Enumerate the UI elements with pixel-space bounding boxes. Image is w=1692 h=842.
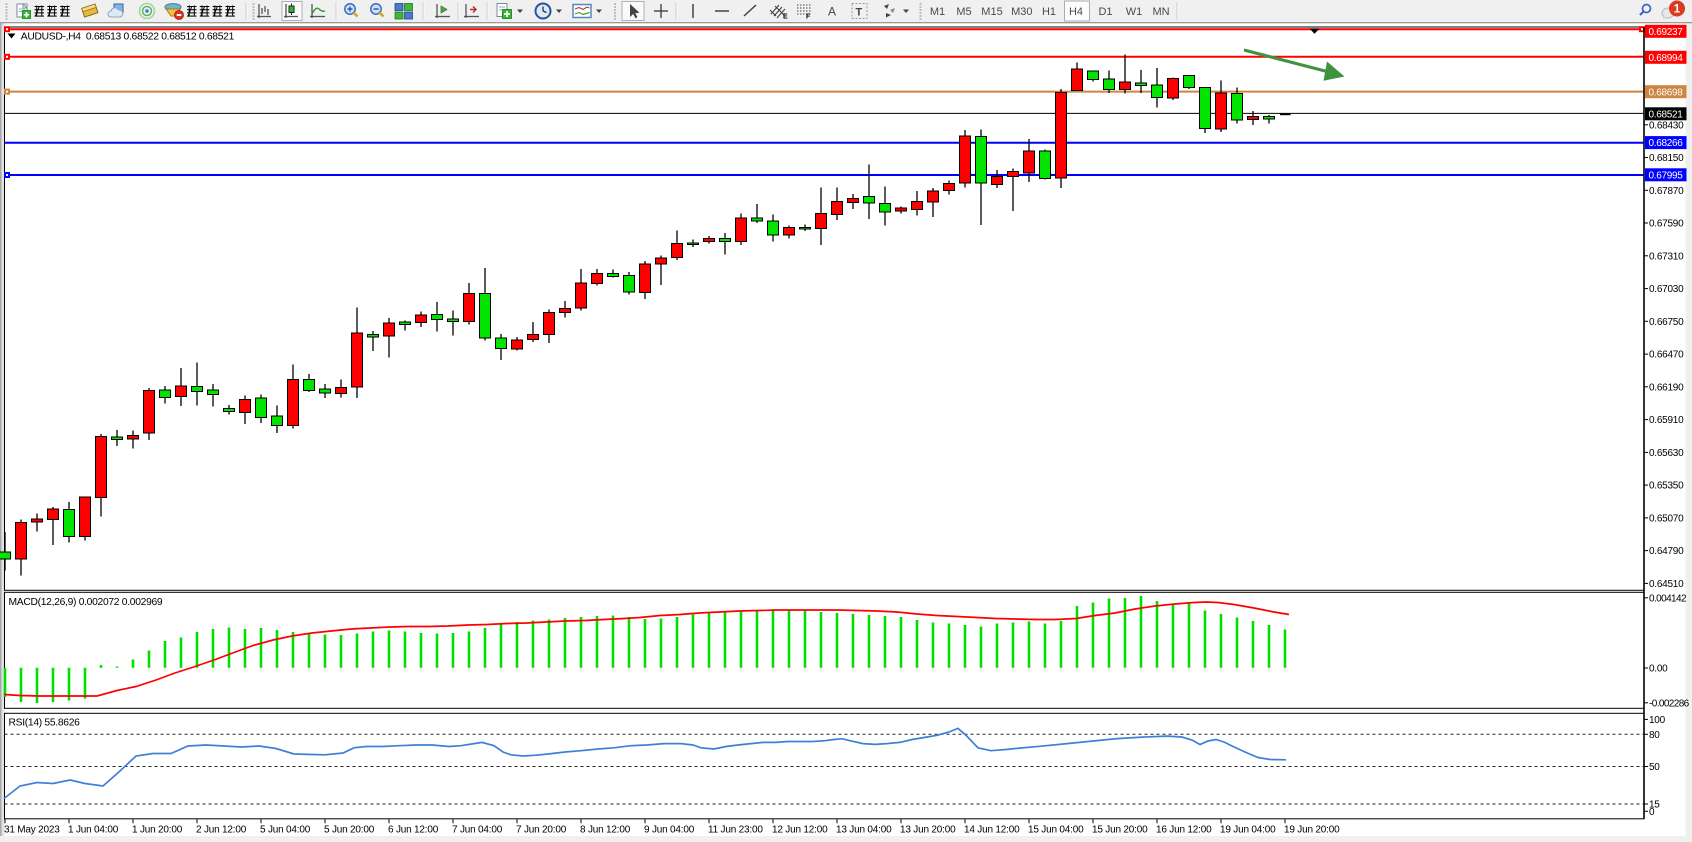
svg-text:31 May 2023: 31 May 2023 bbox=[4, 825, 60, 836]
svg-text:W1: W1 bbox=[1126, 6, 1143, 18]
svg-text:5 Jun 20:00: 5 Jun 20:00 bbox=[324, 825, 375, 836]
svg-text:15: 15 bbox=[1649, 800, 1660, 811]
svg-text:A: A bbox=[828, 5, 836, 19]
svg-text:50: 50 bbox=[1649, 762, 1660, 773]
svg-text:0.67590: 0.67590 bbox=[1649, 219, 1684, 230]
svg-text:7 Jun 20:00: 7 Jun 20:00 bbox=[516, 825, 567, 836]
svg-text:0.68698: 0.68698 bbox=[1649, 87, 1684, 98]
svg-text:80: 80 bbox=[1649, 730, 1660, 741]
svg-text:0.68430: 0.68430 bbox=[1649, 120, 1684, 131]
svg-text:0.67030: 0.67030 bbox=[1649, 284, 1684, 295]
svg-text:0.67870: 0.67870 bbox=[1649, 186, 1684, 197]
svg-text:1 Jun 04:00: 1 Jun 04:00 bbox=[68, 825, 119, 836]
svg-text:0.68521: 0.68521 bbox=[1649, 109, 1684, 120]
svg-text:0: 0 bbox=[1649, 807, 1655, 818]
svg-text:M5: M5 bbox=[956, 6, 971, 18]
svg-text:-0.002286: -0.002286 bbox=[1649, 698, 1690, 709]
svg-text:M15: M15 bbox=[981, 6, 1002, 18]
svg-text:0.68150: 0.68150 bbox=[1649, 153, 1684, 164]
svg-text:0.64790: 0.64790 bbox=[1649, 546, 1684, 557]
svg-text:0.66750: 0.66750 bbox=[1649, 317, 1684, 328]
svg-text:0.65350: 0.65350 bbox=[1649, 481, 1684, 492]
svg-text:T: T bbox=[856, 7, 863, 19]
svg-text:11 Jun 23:00: 11 Jun 23:00 bbox=[708, 825, 763, 836]
svg-text:0.68994: 0.68994 bbox=[1649, 53, 1684, 64]
svg-text:14 Jun 12:00: 14 Jun 12:00 bbox=[964, 825, 1020, 836]
svg-text:7 Jun 04:00: 7 Jun 04:00 bbox=[452, 825, 503, 836]
svg-text:13 Jun 20:00: 13 Jun 20:00 bbox=[900, 825, 956, 836]
svg-text:F: F bbox=[806, 14, 811, 21]
svg-text:0.64510: 0.64510 bbox=[1649, 579, 1684, 590]
svg-text:6 Jun 12:00: 6 Jun 12:00 bbox=[388, 825, 439, 836]
svg-text:2 Jun 12:00: 2 Jun 12:00 bbox=[196, 825, 247, 836]
svg-text:0.67995: 0.67995 bbox=[1649, 170, 1684, 181]
svg-text:12 Jun 12:00: 12 Jun 12:00 bbox=[772, 825, 828, 836]
svg-text:H4: H4 bbox=[1069, 6, 1083, 18]
svg-text:MN: MN bbox=[1152, 6, 1169, 18]
svg-text:0.67310: 0.67310 bbox=[1649, 251, 1684, 262]
svg-text:13 Jun 04:00: 13 Jun 04:00 bbox=[836, 825, 892, 836]
svg-text:RSI(14) 55.8626: RSI(14) 55.8626 bbox=[9, 717, 81, 728]
svg-text:MACD(12,26,9) 0.002072 0.00296: MACD(12,26,9) 0.002072 0.002969 bbox=[9, 597, 163, 608]
svg-text:1 Jun 20:00: 1 Jun 20:00 bbox=[132, 825, 183, 836]
svg-text:M30: M30 bbox=[1011, 6, 1032, 18]
svg-text:16 Jun 12:00: 16 Jun 12:00 bbox=[1156, 825, 1212, 836]
svg-text:AUDUSD-,H4 0.68513 0.68522 0.: AUDUSD-,H4 0.68513 0.68522 0.68512 0.685… bbox=[21, 32, 235, 43]
svg-text:0.68266: 0.68266 bbox=[1649, 138, 1684, 149]
svg-text:8 Jun 12:00: 8 Jun 12:00 bbox=[580, 825, 631, 836]
svg-text:0.65070: 0.65070 bbox=[1649, 514, 1684, 525]
svg-text:0.004142: 0.004142 bbox=[1649, 593, 1687, 604]
svg-text:0.69237: 0.69237 bbox=[1649, 27, 1684, 38]
svg-text:100: 100 bbox=[1649, 715, 1666, 726]
svg-text:1: 1 bbox=[1674, 4, 1681, 16]
svg-text:0.66470: 0.66470 bbox=[1649, 350, 1684, 361]
svg-text:0.66190: 0.66190 bbox=[1649, 382, 1684, 393]
svg-text:15 Jun 20:00: 15 Jun 20:00 bbox=[1092, 825, 1148, 836]
svg-text:19 Jun 04:00: 19 Jun 04:00 bbox=[1220, 825, 1276, 836]
svg-text:D1: D1 bbox=[1098, 6, 1112, 18]
svg-text:0.65630: 0.65630 bbox=[1649, 448, 1684, 459]
svg-text:5 Jun 04:00: 5 Jun 04:00 bbox=[260, 825, 311, 836]
svg-text:19 Jun 20:00: 19 Jun 20:00 bbox=[1284, 825, 1340, 836]
svg-text:0.00: 0.00 bbox=[1649, 664, 1668, 675]
svg-text:15 Jun 04:00: 15 Jun 04:00 bbox=[1028, 825, 1084, 836]
svg-text:9 Jun 04:00: 9 Jun 04:00 bbox=[644, 825, 695, 836]
svg-text:M1: M1 bbox=[930, 6, 945, 18]
svg-text:E: E bbox=[783, 14, 788, 21]
svg-text:H1: H1 bbox=[1042, 6, 1056, 18]
svg-text:0.65910: 0.65910 bbox=[1649, 415, 1684, 426]
